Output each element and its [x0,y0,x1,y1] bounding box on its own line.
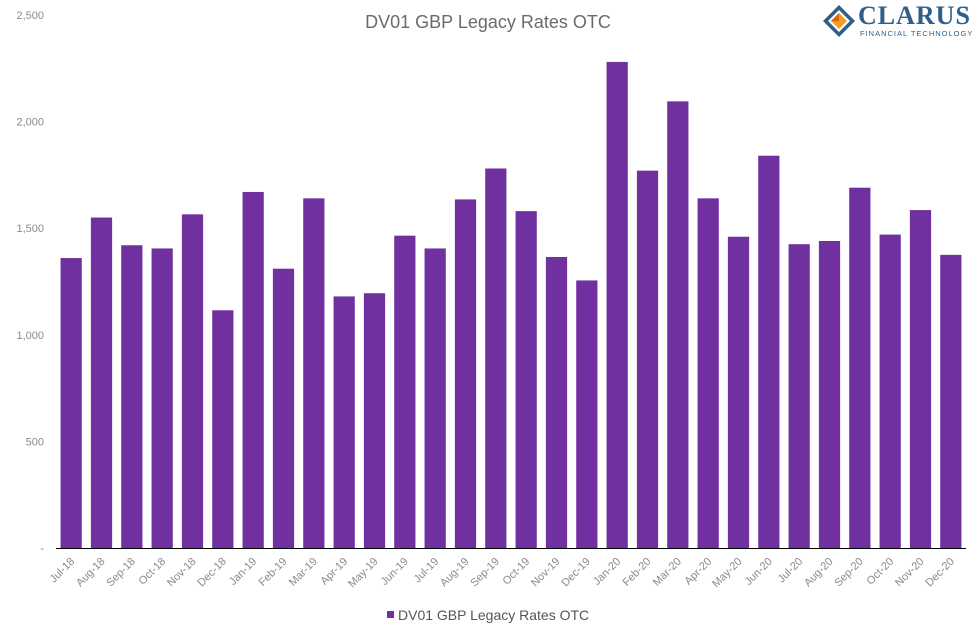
bar [909,210,932,548]
bar [576,280,598,548]
x-tick-label: Sep-20 [832,556,866,590]
x-tick-label: Oct-19 [500,556,532,588]
bar [545,256,568,548]
bar [90,217,113,549]
logo-word: CLARUS [858,1,971,30]
x-tick-label: May-20 [710,556,744,590]
x-tick-label: Feb-20 [620,556,653,589]
x-tick-label: Dec-19 [559,556,593,590]
bar [606,61,628,549]
x-tick-label: Jan-20 [591,556,623,588]
bar [242,191,264,548]
bar [333,296,355,548]
x-tick-label: May-19 [346,556,380,590]
legend: DV01 GBP Legacy Rates OTC [387,607,589,623]
x-tick-label: Nov-19 [529,556,563,590]
x-tick-label: Mar-20 [651,556,684,589]
x-tick-label: Dec-20 [923,556,957,590]
y-tick-label: 1,000 [16,330,44,342]
y-tick-label: 1,500 [16,223,44,235]
x-tick-label: Nov-20 [893,556,927,590]
x-tick-label: Oct-20 [864,556,896,588]
bar [697,198,719,549]
bar [424,248,446,549]
x-tick-label: Sep-18 [104,556,138,590]
x-tick-label: Aug-19 [438,556,472,590]
bar [121,245,143,549]
y-tick-label: 500 [26,436,44,448]
chart-title: DV01 GBP Legacy Rates OTC [365,12,611,32]
bar [363,293,386,548]
x-tick-label: Jun-19 [379,556,411,588]
x-tick-label: Dec-18 [195,556,229,590]
bar [272,268,295,548]
x-tick-label: Jun-20 [743,556,775,588]
bar [788,244,810,548]
x-tick-label: Sep-19 [468,556,502,590]
bar [212,310,234,548]
bar [636,170,659,549]
bar [151,248,173,549]
bar [758,155,780,548]
y-tick-label: 2,000 [16,117,44,129]
x-tick-label: Mar-19 [287,556,320,589]
x-axis-ticks: Jul-18Aug-18Sep-18Oct-18Nov-18Dec-18Jan-… [48,556,957,590]
x-tick-label: Jan-19 [227,556,259,588]
legend-label: DV01 GBP Legacy Rates OTC [398,607,589,623]
clarus-logo: CLARUS FINANCIAL TECHNOLOGY [822,2,972,42]
x-tick-label: Feb-19 [256,556,289,589]
logo-subtitle: FINANCIAL TECHNOLOGY [860,29,974,38]
y-tick-label: - [40,543,44,555]
y-tick-label: 2,500 [16,10,44,22]
x-tick-label: Aug-18 [74,556,108,590]
bar [940,254,962,548]
bar [849,187,871,548]
x-tick-label: Apr-19 [318,556,350,588]
legend-swatch [387,611,394,618]
bar [454,199,477,548]
bar [667,101,689,548]
x-tick-label: Aug-20 [802,556,836,590]
x-tick-label: Oct-18 [136,556,168,588]
bar [303,198,325,549]
logo-diamond-icon [823,5,855,37]
bar [727,236,750,548]
y-axis-ticks: - 500 1,000 1,500 2,000 2,500 [16,10,44,555]
bar [181,214,204,549]
x-tick-label: Nov-18 [165,556,199,590]
x-tick-label: Apr-20 [682,556,714,588]
bars [60,61,962,549]
bar [879,234,901,548]
bar [394,235,416,549]
bar [818,240,841,548]
bar [60,258,82,548]
bar [515,211,537,549]
bar [485,168,507,548]
